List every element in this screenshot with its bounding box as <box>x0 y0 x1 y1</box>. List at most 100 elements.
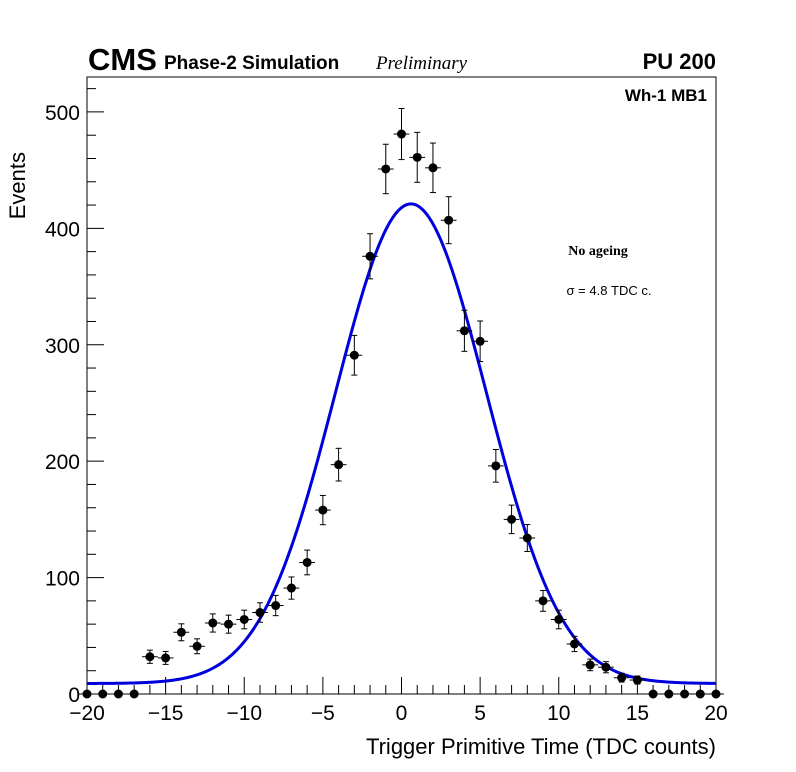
data-marker <box>601 662 611 672</box>
ageing-label: No ageing <box>568 244 628 259</box>
data-point <box>645 689 661 699</box>
data-point <box>598 661 614 674</box>
data-point <box>519 524 536 552</box>
data-marker <box>224 619 234 629</box>
y-tick-label: 400 <box>45 218 80 241</box>
data-point <box>692 689 709 699</box>
data-point <box>409 131 426 183</box>
data-marker <box>569 639 579 649</box>
x-tick-label: −20 <box>69 702 105 725</box>
data-point <box>220 614 237 634</box>
y-axis-title: Events <box>5 152 30 219</box>
data-point <box>236 609 253 630</box>
data-point <box>299 549 316 576</box>
data-marker <box>475 336 485 346</box>
y-tick-label: 0 <box>68 684 80 707</box>
data-marker <box>365 251 375 261</box>
data-marker <box>554 614 564 624</box>
sigma-label: σ = 4.8 TDC c. <box>567 283 652 298</box>
data-marker <box>664 689 674 699</box>
data-marker <box>113 689 123 699</box>
data-marker <box>507 514 517 524</box>
data-marker <box>680 689 690 699</box>
data-point <box>204 613 221 633</box>
data-point <box>110 689 127 699</box>
x-tick-label: 5 <box>474 702 486 725</box>
data-marker <box>145 652 155 662</box>
data-point <box>676 689 693 699</box>
data-marker <box>711 689 721 699</box>
data-points <box>79 108 724 699</box>
data-point <box>425 142 441 194</box>
data-marker <box>491 461 501 471</box>
y-axis-ticks <box>87 88 104 695</box>
data-marker <box>349 350 359 360</box>
data-marker <box>82 689 92 699</box>
data-point <box>440 196 457 245</box>
data-point <box>377 143 394 195</box>
data-marker <box>302 557 312 567</box>
data-point <box>330 447 347 482</box>
x-axis-title: Trigger Primitive Time (TDC counts) <box>366 734 716 759</box>
x-tick-label: −10 <box>226 702 262 725</box>
x-tick-label: −15 <box>148 702 184 725</box>
y-tick-label: 300 <box>45 335 80 358</box>
data-marker <box>695 689 705 699</box>
data-point <box>157 650 174 665</box>
data-marker <box>255 608 265 618</box>
data-point <box>393 108 410 161</box>
data-point <box>708 689 724 699</box>
data-point <box>613 672 630 683</box>
data-point <box>550 609 567 630</box>
y-tick-label: 200 <box>45 451 80 474</box>
data-point <box>362 233 378 280</box>
data-marker <box>161 653 171 663</box>
data-marker <box>208 618 218 628</box>
data-marker <box>318 505 328 515</box>
data-point <box>456 309 473 352</box>
data-point <box>142 649 158 664</box>
data-marker <box>412 152 422 162</box>
data-marker <box>648 689 658 699</box>
y-tick-label: 500 <box>45 102 80 125</box>
y-axis-tick-labels: 0 100 200 300 400 500 <box>45 102 80 707</box>
data-point <box>582 658 599 672</box>
data-marker <box>98 689 108 699</box>
data-marker <box>271 601 281 611</box>
data-marker <box>444 215 454 225</box>
x-axis-tick-labels: −20 −15 −10 −5 0 5 10 15 20 <box>69 702 727 725</box>
data-point <box>315 494 331 526</box>
data-marker <box>617 673 627 683</box>
data-point <box>126 689 143 699</box>
data-marker <box>334 460 344 470</box>
data-point <box>566 635 583 653</box>
data-point <box>94 689 111 699</box>
x-tick-label: 20 <box>704 702 727 725</box>
data-marker <box>428 163 438 173</box>
data-marker <box>381 164 391 174</box>
data-point <box>173 623 190 642</box>
data-marker <box>129 689 139 699</box>
data-point <box>283 576 300 600</box>
gaussian-fit-curve <box>87 202 717 685</box>
pileup-label: PU 200 <box>643 49 716 74</box>
data-marker <box>176 627 186 637</box>
data-marker <box>459 326 469 336</box>
x-tick-label: −5 <box>311 702 335 725</box>
data-marker <box>632 675 642 685</box>
data-marker <box>239 614 249 624</box>
data-marker <box>397 129 406 139</box>
data-marker <box>538 596 548 606</box>
data-point <box>660 689 677 699</box>
data-point <box>503 504 520 535</box>
x-tick-label: 0 <box>396 702 408 725</box>
preliminary-label: Preliminary <box>375 53 468 74</box>
x-tick-label: 15 <box>626 702 649 725</box>
data-point <box>346 334 363 376</box>
data-point <box>267 594 284 617</box>
x-tick-label: 10 <box>547 702 570 725</box>
data-point <box>629 675 646 685</box>
data-point <box>252 602 268 623</box>
